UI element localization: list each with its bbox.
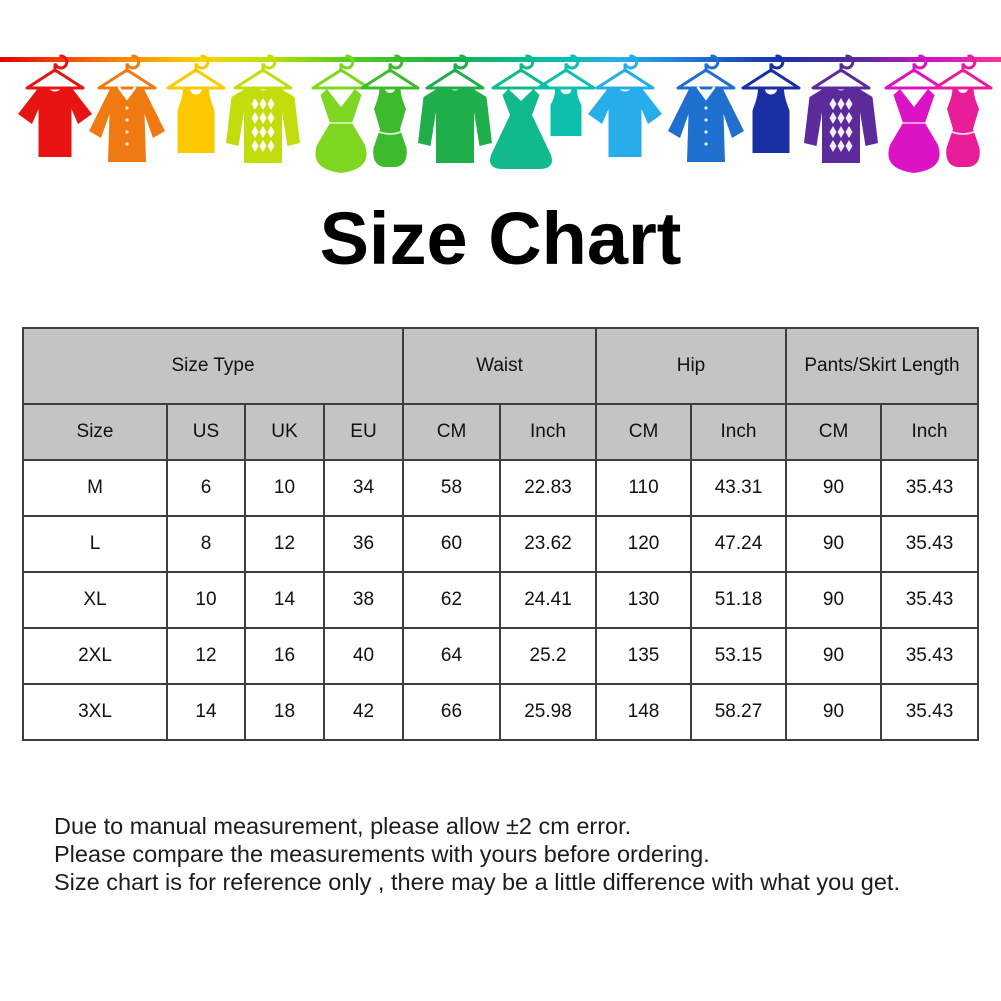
group-header-pants-skirt-length: Pants/Skirt Length	[785, 327, 979, 405]
group-header-waist: Waist	[402, 327, 597, 405]
table-cell: 42	[323, 683, 404, 741]
table-row: 3XL 14 18 42 66 25.98 148 58.27 90 35.43	[22, 683, 979, 741]
table-cell: 12	[244, 515, 325, 573]
size-label-cell: M	[22, 459, 168, 517]
table-cell: 38	[323, 571, 404, 629]
table-cell: 58.27	[690, 683, 787, 741]
table-cell: 25.98	[499, 683, 597, 741]
note-line: Due to manual measurement, please allow …	[54, 813, 632, 839]
table-cell: 16	[244, 627, 325, 685]
table-cell: 148	[595, 683, 692, 741]
table-cell: 64	[402, 627, 501, 685]
col-header-length-cm: CM	[785, 403, 882, 461]
table-cell: 47.24	[690, 515, 787, 573]
table-cell: 130	[595, 571, 692, 629]
page-title: Size Chart	[319, 197, 682, 280]
table-cell: 90	[785, 683, 882, 741]
table-cell: 34	[323, 459, 404, 517]
table-cell: 90	[785, 515, 882, 573]
table-cell: 35.43	[880, 571, 979, 629]
table-cell: 90	[785, 571, 882, 629]
table-cell: 35.43	[880, 627, 979, 685]
size-label-cell: 2XL	[22, 627, 168, 685]
table-cell: 120	[595, 515, 692, 573]
table-cell: 14	[244, 571, 325, 629]
table-row: M 6 10 34 58 22.83 110 43.31 90 35.43	[22, 459, 979, 517]
col-header-uk: UK	[244, 403, 325, 461]
table-group-header-row: Size Type Waist Hip Pants/Skirt Length	[22, 327, 979, 405]
col-header-us: US	[166, 403, 246, 461]
col-header-waist-cm: CM	[402, 403, 501, 461]
table-cell: 35.43	[880, 515, 979, 573]
size-label-cell: XL	[22, 571, 168, 629]
table-cell: 10	[244, 459, 325, 517]
size-label-cell: L	[22, 515, 168, 573]
note-line: Please compare the measurements with you…	[54, 840, 710, 867]
table-cell: 18	[244, 683, 325, 741]
table-cell: 25.2	[499, 627, 597, 685]
col-header-eu: EU	[323, 403, 404, 461]
table-cell: 53.15	[690, 627, 787, 685]
table-cell: 35.43	[880, 459, 979, 517]
yellowgreen-argyle-sweater-icon	[218, 50, 308, 200]
col-header-hip-cm: CM	[595, 403, 692, 461]
table-cell: 51.18	[690, 571, 787, 629]
table-cell: 58	[402, 459, 501, 517]
table-row: 2XL 12 16 40 64 25.2 135 53.15 90 35.43	[22, 627, 979, 685]
table-cell: 135	[595, 627, 692, 685]
table-body: M 6 10 34 58 22.83 110 43.31 90 35.43 L 8 12 36 60 23.6…	[22, 459, 979, 741]
cyan-tshirt-icon	[580, 50, 670, 200]
table-row: XL 10 14 38 62 24.41 130 51.18 90 35.43	[22, 571, 979, 629]
table-cell: 22.83	[499, 459, 597, 517]
table-cell: 23.62	[499, 515, 597, 573]
table-cell: 14	[166, 683, 246, 741]
table-cell: 110	[595, 459, 692, 517]
table-cell: 60	[402, 515, 501, 573]
table-sub-header-row: Size US UK EU CM Inch CM Inch CM Inch	[22, 403, 979, 461]
col-header-size: Size	[22, 403, 168, 461]
table-cell: 6	[166, 459, 246, 517]
table-cell: 24.41	[499, 571, 597, 629]
table-cell: 90	[785, 459, 882, 517]
table-cell: 66	[402, 683, 501, 741]
measurement-notes: Due to manual measurement, please allow …	[54, 813, 994, 896]
table-cell: 62	[402, 571, 501, 629]
col-header-waist-inch: Inch	[499, 403, 597, 461]
clothesline-bar	[0, 57, 1001, 62]
table-cell: 36	[323, 515, 404, 573]
table-cell: 35.43	[880, 683, 979, 741]
pink-tank-dress-icon	[918, 50, 1001, 200]
table-cell: 8	[166, 515, 246, 573]
table-cell: 12	[166, 627, 246, 685]
size-table: Size Type Waist Hip Pants/Skirt Length S…	[22, 327, 979, 741]
table-cell: 43.31	[690, 459, 787, 517]
group-header-size-type: Size Type	[22, 327, 404, 405]
col-header-length-inch: Inch	[880, 403, 979, 461]
table-row: L 8 12 36 60 23.62 120 47.24 90 35.43	[22, 515, 979, 573]
group-header-hip: Hip	[595, 327, 787, 405]
table-cell: 40	[323, 627, 404, 685]
note-line: Size chart is for reference only , there…	[54, 868, 900, 895]
col-header-hip-inch: Inch	[690, 403, 787, 461]
table-cell: 10	[166, 571, 246, 629]
table-cell: 90	[785, 627, 882, 685]
size-label-cell: 3XL	[22, 683, 168, 741]
